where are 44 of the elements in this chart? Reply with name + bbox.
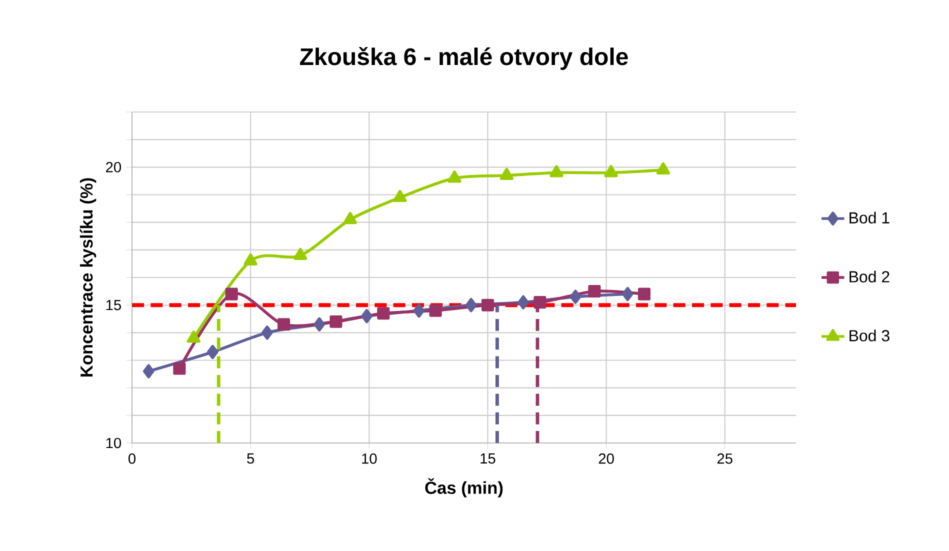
legend-label: Bod 1: [850, 212, 890, 224]
point: [448, 170, 462, 183]
point: [225, 288, 238, 300]
point: [278, 318, 290, 331]
y-tick-label: 15: [106, 300, 121, 310]
point: [518, 295, 529, 310]
legend-label: Bod 3: [850, 330, 890, 342]
point: [638, 288, 651, 300]
point: [206, 344, 218, 360]
y-axis-title: Koncentrace kyslíku (%): [80, 178, 96, 377]
x-tick-label: 0: [128, 453, 136, 464]
point: [244, 253, 258, 266]
point: [622, 286, 634, 302]
point: [294, 248, 308, 260]
point: [142, 364, 154, 378]
x-tick-label: 15: [480, 453, 496, 464]
y-tick-label: 10: [106, 438, 122, 448]
point: [550, 165, 564, 178]
point: [343, 212, 357, 224]
y-tick-label: 20: [106, 162, 122, 172]
x-tick-label: 10: [362, 453, 377, 464]
point: [361, 309, 372, 324]
x-tick-label: 25: [717, 453, 732, 464]
point: [173, 362, 186, 375]
point: [656, 162, 670, 174]
x-tick-label: 20: [598, 453, 614, 464]
point: [377, 307, 390, 320]
point: [413, 304, 425, 318]
point: [500, 168, 514, 180]
point: [314, 317, 326, 332]
chart-title: Zkouška 6 - malé otvory dole: [300, 47, 628, 70]
point: [393, 190, 407, 202]
point: [262, 326, 273, 340]
x-axis-title: Čas (min): [425, 478, 503, 498]
point: [429, 304, 442, 317]
point: [588, 285, 601, 298]
point: [570, 290, 582, 304]
point: [330, 315, 342, 328]
point: [481, 298, 494, 312]
x-tick-label: 5: [247, 453, 254, 464]
point: [604, 165, 618, 178]
legend-label: Bod 2: [850, 270, 890, 282]
point: [534, 296, 546, 309]
point: [465, 298, 477, 312]
